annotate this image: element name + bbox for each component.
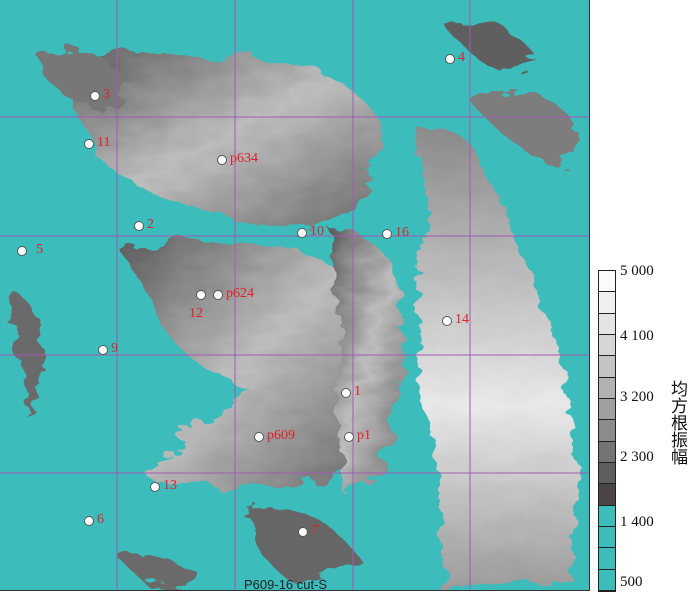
- well-marker: [17, 246, 27, 256]
- amplitude-texture: [0, 0, 589, 590]
- well-marker: [344, 432, 354, 442]
- well-label: 3: [103, 87, 110, 102]
- well-marker: [98, 345, 108, 355]
- section-label: P609-16 cut-S: [244, 577, 328, 591]
- colorbar-band: [599, 356, 615, 378]
- well-marker: [134, 221, 144, 231]
- colorbar-band: [599, 377, 615, 399]
- colorbar-band: [599, 462, 615, 485]
- colorbar-band: [599, 526, 615, 549]
- colorbar-tick: 1 400: [620, 514, 654, 530]
- well-marker: [298, 527, 308, 537]
- well-marker: [84, 139, 94, 149]
- colorbar-tick: 3 200: [620, 389, 654, 405]
- grid-lines: [0, 0, 589, 590]
- colorbar: [598, 270, 616, 592]
- well-label: 5: [36, 242, 43, 257]
- well-label: p634: [230, 151, 258, 166]
- well-marker: [254, 432, 264, 442]
- well-label: p1: [357, 428, 371, 443]
- well-marker: [217, 155, 227, 165]
- well-label: 2: [147, 217, 154, 232]
- well-label: 4: [458, 50, 465, 65]
- well-label: 16: [395, 225, 409, 240]
- well-label: 1: [354, 384, 361, 399]
- colorbar-title: 均方根振幅: [667, 380, 687, 465]
- colorbar-band: [599, 313, 615, 335]
- colorbar-tick: 2 300: [620, 449, 654, 465]
- well-label: 13: [163, 478, 177, 493]
- well-label: 9: [111, 341, 118, 356]
- well-label: 7: [311, 523, 318, 538]
- colorbar-band: [599, 398, 615, 421]
- well-marker: [341, 388, 351, 398]
- high-amplitude-zones: [10, 18, 580, 590]
- well-label: p624: [226, 286, 254, 301]
- colorbar-band: [599, 484, 615, 506]
- well-marker: [445, 54, 455, 64]
- colorbar-tick: 4 100: [620, 328, 654, 344]
- colorbar-band: [599, 334, 615, 357]
- well-marker: [213, 290, 223, 300]
- colorbar-band: [599, 505, 615, 527]
- well-marker: [90, 91, 100, 101]
- well-label: p609: [267, 428, 295, 443]
- well-label: 11: [97, 135, 111, 150]
- well-marker: [150, 482, 160, 492]
- colorbar-band: [599, 420, 615, 442]
- well-marker: [382, 229, 392, 239]
- well-label: 12: [189, 306, 203, 321]
- colorbar-band: [599, 271, 615, 293]
- colorbar-band: [599, 548, 615, 570]
- well-marker: [297, 228, 307, 238]
- well-label: 14: [455, 312, 469, 327]
- well-label: 10: [310, 224, 324, 239]
- well-label: 6: [97, 512, 104, 527]
- colorbar-band: [599, 569, 615, 591]
- colorbar-tick: 500: [620, 574, 643, 590]
- colorbar-tick: 5 000: [620, 263, 654, 279]
- rms-amplitude-map: 3 11 p634 2 5 10 16 4 12 p624 14 9 1 p609 p1 13 6 7 P609-…: [0, 0, 590, 591]
- well-marker: [196, 290, 206, 300]
- well-marker: [442, 316, 452, 326]
- well-marker: [84, 516, 94, 526]
- colorbar-band: [599, 292, 615, 314]
- colorbar-band: [599, 441, 615, 463]
